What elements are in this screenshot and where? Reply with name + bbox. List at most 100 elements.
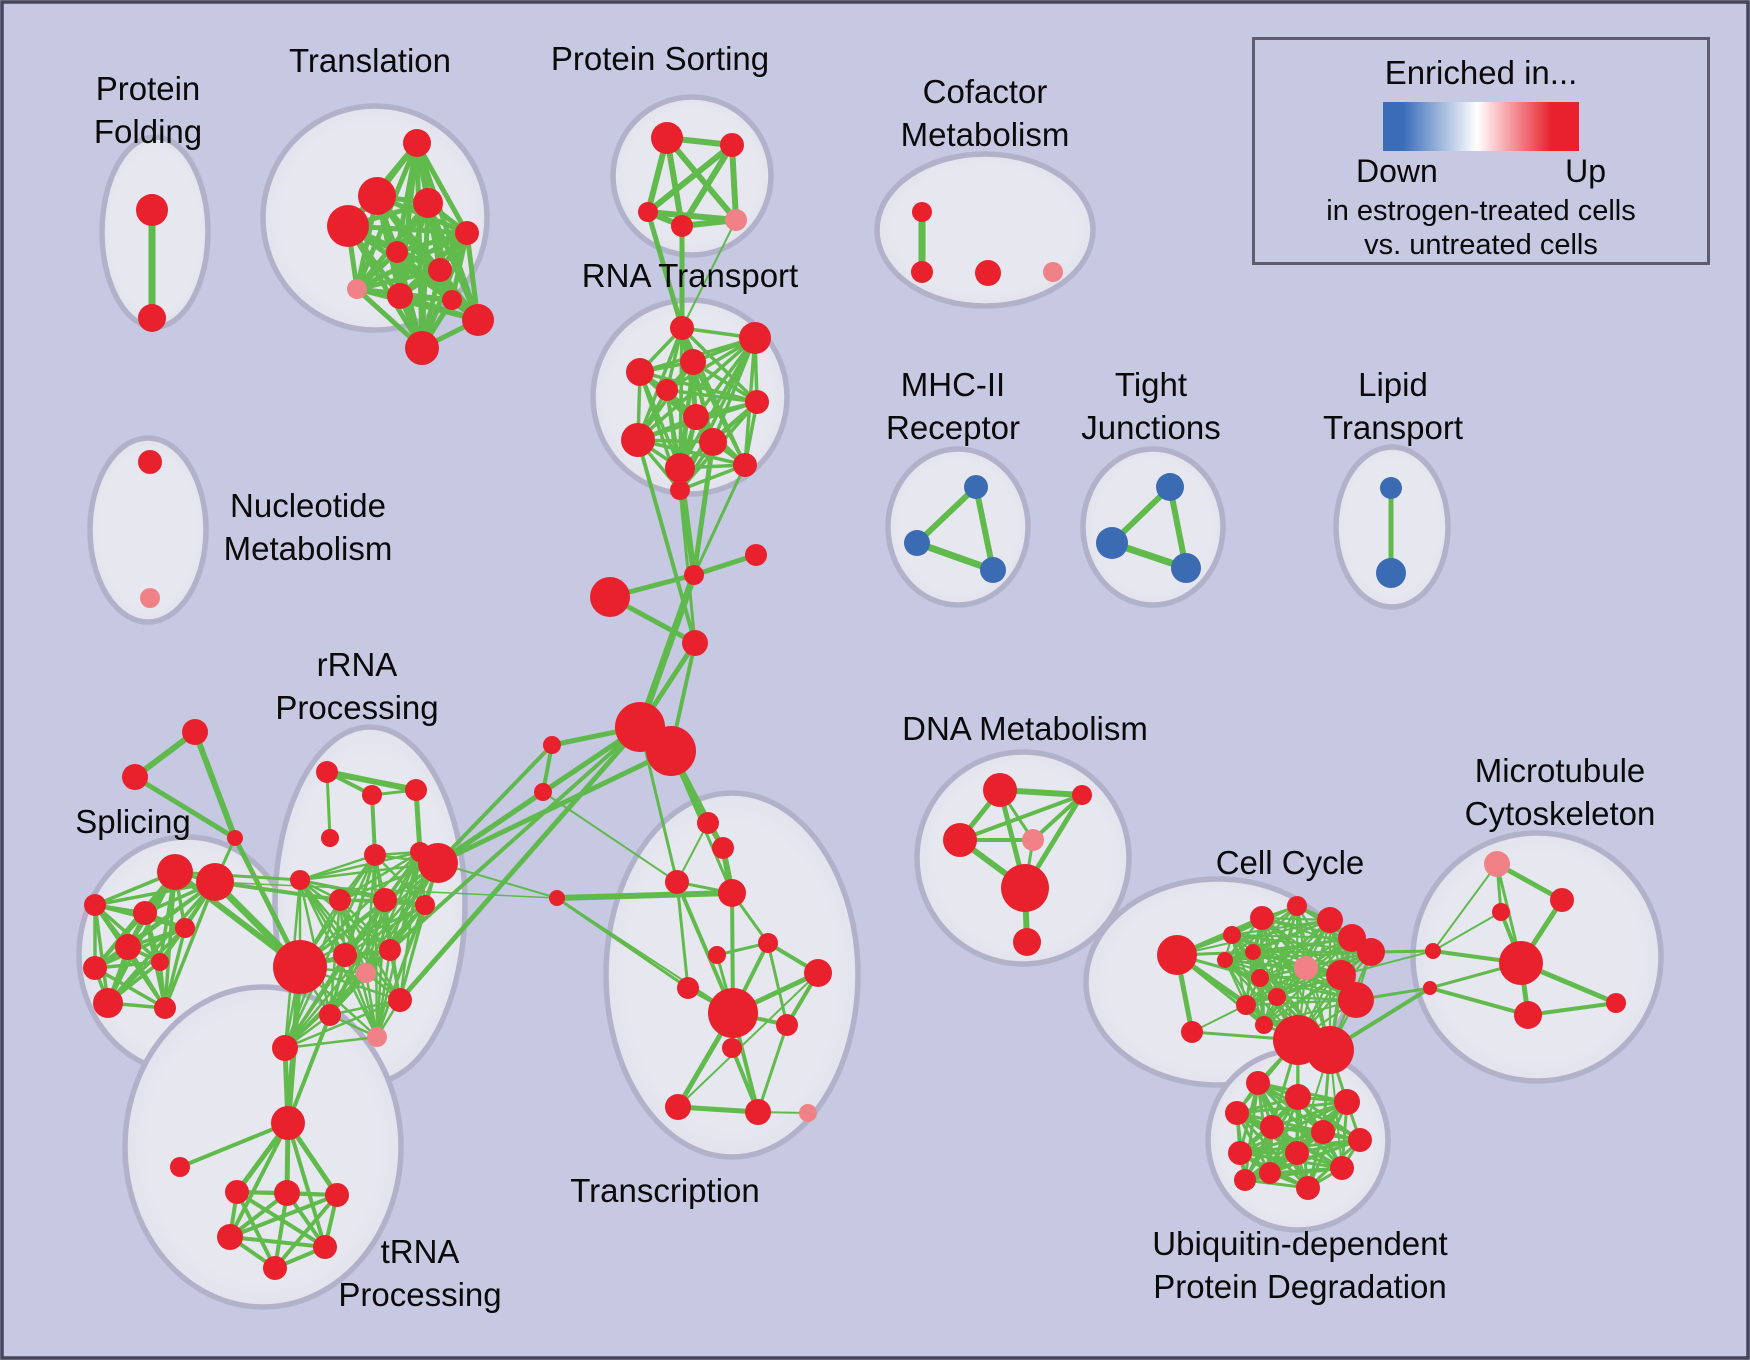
network-edge <box>1432 911 1502 952</box>
network-edge <box>228 1193 339 1239</box>
network-edge <box>388 725 642 952</box>
network-edge <box>425 200 481 323</box>
network-node-t10 <box>462 304 494 336</box>
network-node-r1 <box>670 316 694 340</box>
network-edge <box>1238 1100 1349 1155</box>
network-edge <box>1258 918 1332 980</box>
network-edge <box>1238 1130 1325 1155</box>
network-node-cc15 <box>1338 982 1374 1018</box>
network-node-mh1 <box>964 475 988 499</box>
network-edge <box>298 850 422 882</box>
network-node-rr2 <box>362 785 382 805</box>
network-node-u11 <box>1234 1169 1256 1191</box>
network-node-c3 <box>549 890 565 906</box>
network-edge <box>680 326 759 404</box>
network-edge <box>1230 933 1343 977</box>
network-node-m1 <box>590 577 630 617</box>
network-node-s4 <box>133 901 157 925</box>
legend-box: Enriched in... Down Up in estrogen-treat… <box>1252 37 1710 265</box>
network-node-rr17 <box>418 843 458 883</box>
network-edge <box>554 890 735 901</box>
network-node-cm4 <box>1043 262 1063 282</box>
network-node-m3 <box>745 544 767 566</box>
network-node-u3 <box>1334 1089 1360 1115</box>
network-node-d2 <box>1072 785 1092 805</box>
network-node-m4 <box>682 630 708 656</box>
network-node-cc4 <box>1287 896 1307 916</box>
network-node-tn5 <box>325 1183 349 1207</box>
cluster-label-protein-folding: Folding <box>94 113 202 150</box>
network-node-r10 <box>665 453 695 483</box>
network-node-rr9 <box>373 888 397 912</box>
network-node-mt3 <box>1492 903 1510 921</box>
network-node-rr5 <box>364 844 386 866</box>
cluster-label-cell-cycle: Cell Cycle <box>1216 844 1365 881</box>
network-edge <box>328 861 440 1017</box>
cluster-label-tight-junctions: Tight <box>1115 366 1187 403</box>
network-edge <box>163 870 177 1010</box>
network-node-rr8 <box>329 889 351 911</box>
network-edge <box>692 463 747 577</box>
network-edge <box>1243 1081 1260 1182</box>
network-node-rr3 <box>405 779 427 801</box>
network-node-tj3 <box>1171 553 1201 583</box>
network-edge <box>694 336 757 419</box>
network-node-u12 <box>1296 1176 1320 1200</box>
network-node-tx10 <box>776 1014 798 1036</box>
network-node-d4 <box>1022 829 1044 851</box>
network-node-tx14 <box>799 1104 817 1122</box>
legend-title: Enriched in... <box>1384 54 1578 91</box>
network-edge <box>228 1121 290 1239</box>
network-node-t11 <box>405 331 439 365</box>
network-edge <box>756 1023 789 1114</box>
network-edge <box>729 142 739 223</box>
network-node-ps4 <box>671 215 693 237</box>
network-node-r2 <box>739 322 771 354</box>
network-edge <box>228 1235 327 1249</box>
network-node-rr15 <box>319 1004 341 1026</box>
network-edge <box>437 862 558 899</box>
network-node-t2 <box>358 177 396 215</box>
network-edge <box>679 142 735 229</box>
cluster-label-rrna-processing: Processing <box>275 689 438 726</box>
network-node-t12 <box>442 290 462 310</box>
network-node-rr13 <box>379 939 401 961</box>
network-edge <box>1230 933 1354 940</box>
network-edge <box>398 861 440 1002</box>
network-node-t3 <box>327 205 369 247</box>
network-node-cc3 <box>1250 906 1274 930</box>
cluster-label-ubiquitin-degradation: Ubiquitin-dependent <box>1152 1225 1447 1262</box>
network-edge <box>636 571 698 731</box>
network-edge <box>675 1104 761 1115</box>
network-node-tx2 <box>712 837 734 859</box>
network-node-tx1 <box>697 812 719 834</box>
network-edge <box>542 791 678 883</box>
network-node-tx8 <box>677 977 699 999</box>
network-node-cc19 <box>1217 952 1233 968</box>
network-node-mt2 <box>1550 888 1574 912</box>
network-node-cc12 <box>1268 988 1286 1006</box>
network-node-u5 <box>1260 1115 1284 1139</box>
network-edge <box>677 972 819 1108</box>
network-node-tx4 <box>718 879 746 907</box>
network-node-s1 <box>157 854 193 890</box>
network-node-t8 <box>387 283 413 309</box>
network-node-t4 <box>413 188 443 218</box>
network-node-mt6 <box>1514 1001 1542 1029</box>
network-edge <box>1223 958 1343 977</box>
network-node-rr4 <box>321 829 339 847</box>
network-node-pf1 <box>136 194 168 226</box>
network-nodes <box>83 122 1626 1280</box>
network-edge <box>675 880 690 990</box>
network-edge <box>665 388 759 404</box>
cluster-label-microtubule-cytoskeleton: Microtubule <box>1475 752 1646 789</box>
network-edge <box>397 724 643 1003</box>
network-node-rr14 <box>356 963 376 983</box>
cluster-label-trna-processing: Processing <box>338 1276 501 1313</box>
network-node-m2 <box>684 565 704 585</box>
network-edge <box>345 223 425 351</box>
network-node-t6 <box>386 241 408 263</box>
network-node-u1 <box>1246 1071 1270 1095</box>
network-node-s5 <box>175 918 195 938</box>
